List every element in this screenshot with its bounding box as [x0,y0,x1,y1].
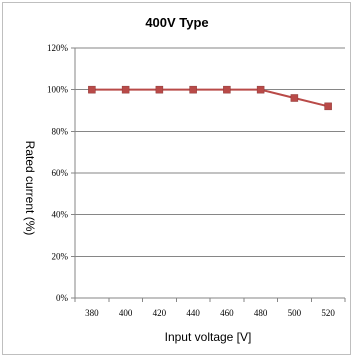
x-tick-label: 380 [85,308,99,318]
x-tick-label: 400 [119,308,133,318]
data-point-420 [155,85,164,94]
chart-frame [2,2,351,355]
x-tick-label: 460 [220,308,234,318]
chart-title: 400V Type [145,15,208,30]
y-tick-label: 100% [47,85,69,95]
x-tick-label: 520 [321,308,335,318]
y-tick-label: 80% [52,126,69,136]
data-point-500 [290,94,299,102]
y-tick-label: 60% [52,168,69,178]
x-tick-label: 420 [153,308,167,318]
x-axis-label: Input voltage [V] [165,330,252,344]
series-line [91,88,329,108]
axes [74,48,346,302]
y-axis-label: Rated current (%) [23,141,37,236]
data-point-520 [324,102,332,111]
grid-lines [71,47,345,299]
data-point-480 [256,85,265,94]
series-rated-current [88,85,332,111]
data-point-440 [189,85,197,94]
x-tick-labels: 380 400 420 440 460 480 500 520 [85,308,335,318]
x-tick-label: 440 [186,308,200,318]
y-tick-label: 0% [56,293,69,303]
y-tick-label: 40% [52,210,69,220]
y-tick-label: 120% [47,43,69,53]
x-tick-label: 480 [254,308,268,318]
x-tick-label: 500 [288,308,302,318]
data-point-460 [223,85,231,94]
y-tick-labels: 0% 20% 40% 60% 80% 100% 120% [47,43,69,303]
data-point-400 [121,85,130,94]
y-tick-label: 20% [52,251,69,261]
data-point-380 [88,85,96,94]
